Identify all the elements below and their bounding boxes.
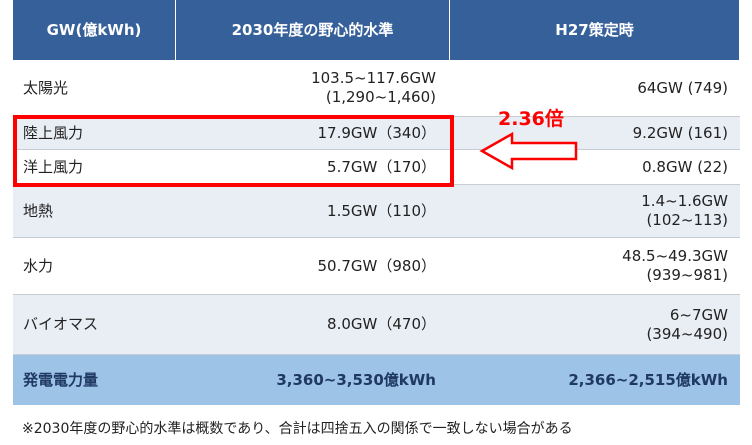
data-cell: 9.2GW (161) xyxy=(450,117,740,150)
cell-text: 50.7GW（980） xyxy=(317,256,436,275)
data-cell: 17.9GW（340） xyxy=(176,117,450,150)
cell-text: (102~113) xyxy=(646,211,728,229)
data-cell: 1.5GW（110） xyxy=(176,185,450,238)
cell-text: 3,360~3,530億kWh xyxy=(276,370,436,389)
cell-text: (939~981) xyxy=(646,266,728,284)
data-cell: 5.7GW（170） xyxy=(176,150,450,185)
cell-text: 103.5~117.6GW xyxy=(311,69,436,87)
cell-text: 1.5GW（110） xyxy=(327,201,436,220)
cell-text: (394~490) xyxy=(646,324,728,343)
cell-text: 17.9GW（340） xyxy=(317,123,436,142)
cell-text: GW(億kWh) xyxy=(46,20,142,39)
cell-text: 発電電力量 xyxy=(23,370,99,389)
total-cell: 発電電力量 xyxy=(13,355,176,405)
data-cell: 1.4~1.6GW (102~113) xyxy=(450,185,740,238)
cell-text: 陸上風力 xyxy=(23,123,84,142)
data-cell: 50.7GW（980） xyxy=(176,238,450,295)
arrow xyxy=(479,131,578,171)
cell-text: 5.7GW（170） xyxy=(327,157,436,176)
cell-text: 1.4~1.6GW xyxy=(641,192,728,210)
cell-text: 2,366~2,515億kWh xyxy=(568,370,728,389)
header-cell: H27策定時 xyxy=(450,0,740,60)
annotation: 2.36倍 xyxy=(498,108,564,130)
cell-text: H27策定時 xyxy=(555,20,634,39)
data-cell: 8.0GW（470） xyxy=(176,295,450,355)
cell-text: 0.8GW (22) xyxy=(642,157,728,176)
data-cell: 48.5~49.3GW (939~981) xyxy=(450,238,740,295)
cell-text: バイオマス xyxy=(23,315,99,333)
cell-text: 水力 xyxy=(23,256,54,275)
cell-text: 洋上風力 xyxy=(23,157,84,176)
data-cell: 64GW (749) xyxy=(450,60,740,117)
row-label: 洋上風力 xyxy=(13,150,176,185)
cell-text: 地熱 xyxy=(23,201,54,220)
footnote: ※2030年度の野心的水準は概数であり、合計は四捨五入の関係で一致しない場合があ… xyxy=(22,421,573,437)
total-cell: 3,360~3,530億kWh xyxy=(176,355,450,405)
total-cell: 2,366~2,515億kWh xyxy=(450,355,740,405)
cell-text: 48.5~49.3GW xyxy=(622,247,728,265)
row-label: 陸上風力 xyxy=(13,117,176,150)
header-cell: 2030年度の野心的水準 xyxy=(176,0,450,60)
row-label: 地熱 xyxy=(13,185,176,238)
cell-text: 太陽光 xyxy=(23,78,69,97)
cell-text: 2030年度の野心的水準 xyxy=(231,20,394,39)
row-label: バイオマス xyxy=(13,295,176,355)
cell-text: 6~7GW xyxy=(669,305,728,324)
row-label: 水力 xyxy=(13,238,176,295)
cell-text: 9.2GW (161) xyxy=(632,123,728,142)
data-cell: 103.5~117.6GW (1,290~1,460) xyxy=(176,60,450,117)
highlight-box xyxy=(13,115,454,187)
cell-text: (1,290~1,460) xyxy=(325,88,436,106)
header-cell: GW(億kWh) xyxy=(13,0,176,60)
data-cell: 6~7GW (394~490) xyxy=(450,295,740,355)
cell-text: 8.0GW（470） xyxy=(327,315,436,333)
cell-text: 64GW (749) xyxy=(637,78,728,97)
